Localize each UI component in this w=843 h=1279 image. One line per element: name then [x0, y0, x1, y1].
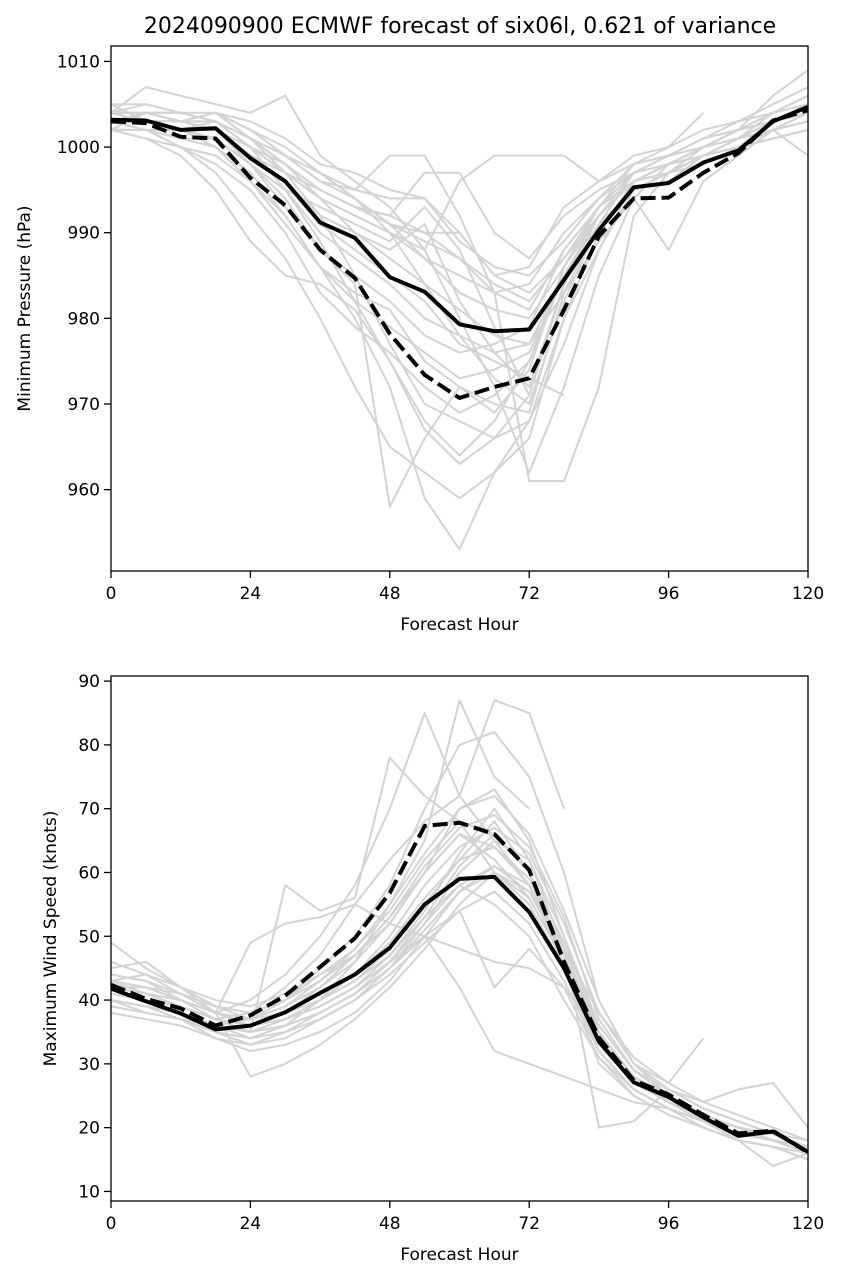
pressure-panel: 0 24 48 72 96 120 960 970 980 990 1000 1010 Forecast… [15, 45, 824, 635]
wind-y-tick-label: 60 [78, 863, 100, 883]
wind-axes-frame [110, 675, 809, 1202]
wind-ensemble-member-line [111, 935, 808, 1155]
wind-y-tick-label: 70 [78, 800, 100, 820]
pressure-x-axis-label: Forecast Hour [400, 615, 518, 635]
wind-ensemble-member-line [111, 756, 808, 1155]
wind-plot-area [111, 699, 808, 1167]
pressure-ensemble-member-line [111, 111, 808, 277]
pressure-y-tick-label: 990 [68, 224, 100, 244]
pressure-ensemble-member-line [111, 111, 808, 380]
pressure-ensemble-member-line [111, 111, 705, 303]
wind-ensemble-member-line [111, 865, 808, 1167]
wind-ensemble-member-line [111, 712, 808, 1161]
pressure-x-tick-label: 48 [379, 584, 401, 604]
pressure-dashed-line [111, 108, 808, 400]
wind-y-tick-label: 10 [78, 1182, 100, 1202]
pressure-y-tick-label: 1010 [57, 52, 100, 72]
wind-y-tick-label: 20 [78, 1119, 100, 1139]
pressure-y-tick-label: 970 [68, 395, 100, 415]
pressure-ensemble-member-line [111, 103, 808, 311]
wind-ensemble-member-line [111, 794, 808, 1142]
wind-x-tick-label: 24 [240, 1214, 262, 1234]
wind-y-tick-label: 40 [78, 991, 100, 1011]
pressure-x-tick-label: 24 [240, 584, 262, 604]
pressure-y-tick-label: 980 [68, 309, 100, 329]
pressure-y-axis-label: Minimum Pressure (hPa) [15, 205, 35, 411]
pressure-ensemble-member-line [111, 103, 808, 405]
pressure-y-tick-label: 1000 [57, 138, 100, 158]
wind-solid-line [111, 874, 808, 1154]
pressure-ensemble-member-line [111, 111, 808, 465]
pressure-x-tick-label: 120 [792, 584, 824, 604]
pressure-plot-area [111, 69, 808, 551]
pressure-y-tick-label: 960 [68, 481, 100, 501]
wind-x-tick-label: 120 [792, 1214, 824, 1234]
wind-x-tick-label: 48 [379, 1214, 401, 1234]
pressure-x-tick-label: 0 [106, 584, 117, 604]
chart-title: 2024090900 ECMWF forecast of six06l, 0.6… [144, 14, 776, 39]
wind-ensemble-member-line [111, 865, 808, 1155]
pressure-axes-frame [110, 45, 809, 572]
wind-y-axis-label: Maximum Wind Speed (knots) [41, 811, 61, 1067]
pressure-ensemble-member-line [111, 111, 808, 354]
wind-y-tick-label: 50 [78, 927, 100, 947]
wind-x-tick-label: 96 [658, 1214, 680, 1234]
wind-x-axis-label: Forecast Hour [400, 1245, 518, 1265]
wind-panel: 0 24 48 72 96 120 10 20 30 40 50 60 70 80 90 Forecast H… [41, 672, 824, 1265]
wind-x-tick-label: 72 [518, 1214, 540, 1234]
pressure-x-tick-label: 96 [658, 584, 680, 604]
pressure-solid-line [111, 104, 808, 334]
wind-ensemble-member-line [111, 788, 808, 1142]
pressure-ensemble-member-line [111, 86, 808, 457]
pressure-ensemble-member-line [111, 94, 808, 551]
wind-y-tick-label: 30 [78, 1055, 100, 1075]
wind-y-tick-label: 80 [78, 736, 100, 756]
wind-ensemble-member-line [111, 839, 808, 1155]
wind-x-tick-label: 0 [106, 1214, 117, 1234]
wind-dashed-line [111, 820, 808, 1155]
pressure-x-tick-label: 72 [518, 584, 540, 604]
wind-y-tick-label: 90 [78, 672, 100, 692]
